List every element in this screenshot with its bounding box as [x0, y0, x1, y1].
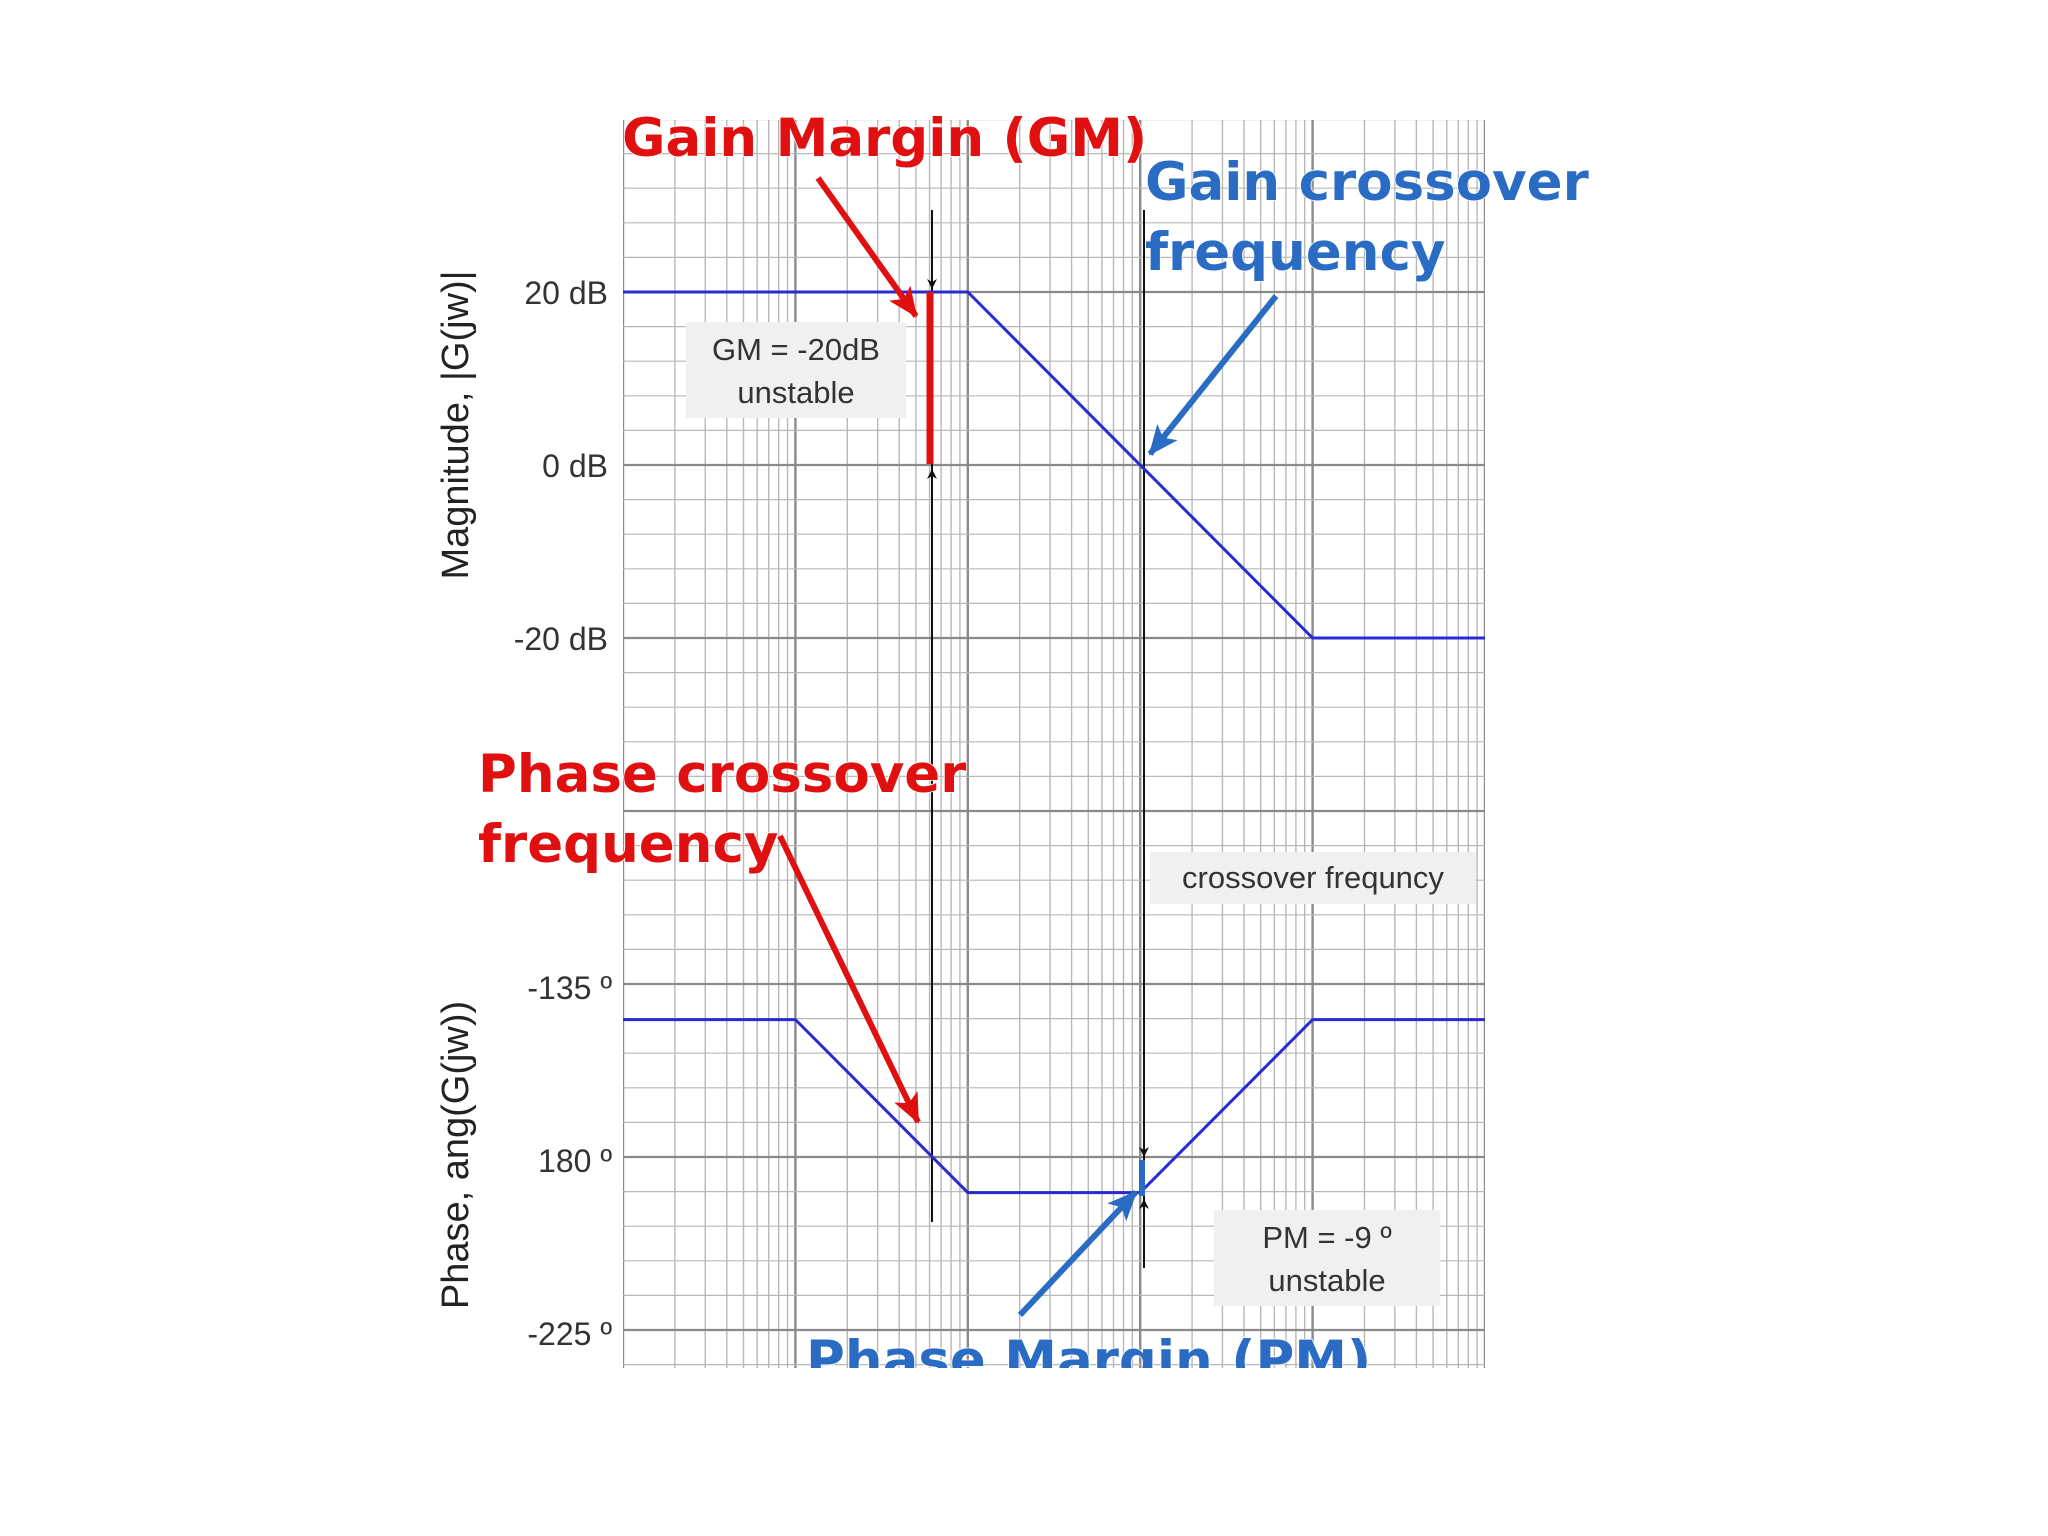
pm-box-line2: unstable	[1268, 1263, 1385, 1298]
magnitude-curve	[623, 290, 1485, 640]
phase-tick-label: -135 º	[527, 970, 612, 1006]
curves	[623, 290, 1485, 1195]
phase-crossover-title-line1: Phase crossover	[478, 744, 966, 805]
phase-margin-title: Phase Margin (PM)	[806, 1330, 1371, 1391]
phase-margin-arrow	[1017, 1189, 1139, 1318]
mag-tick-label: 20 dB	[524, 275, 608, 311]
magnitude-axis-label: Magnitude, |G(jw)|	[435, 270, 477, 579]
phase-tick-label: 180 º	[538, 1143, 612, 1179]
gm-box	[686, 322, 906, 418]
mag-tick-label: -20 dB	[514, 621, 608, 657]
mag-tick-label: 0 dB	[542, 448, 608, 484]
gm-box-line2: unstable	[737, 375, 854, 410]
phase-crossover-title-line2: frequency	[478, 814, 778, 875]
pm-box	[1214, 1210, 1440, 1306]
crossover-box-text: crossover frequncy	[1182, 860, 1444, 895]
phase-crossover-arrow	[777, 834, 921, 1124]
gain-margin-title: Gain Margin (GM)	[622, 108, 1147, 169]
phase-curve	[623, 1018, 1485, 1195]
gain-crossover-arrow	[1147, 294, 1279, 456]
gain-crossover-title-line2: frequency	[1145, 222, 1445, 283]
gm-box-line1: GM = -20dB	[712, 332, 880, 367]
crossover-box	[1150, 852, 1476, 904]
phase-axis-label: Phase, ang(G(jw))	[435, 1001, 477, 1309]
gain-margin-arrow	[815, 176, 919, 318]
pm-box-line1: PM = -9 º	[1262, 1220, 1391, 1255]
phase-tick-label: -225 º	[527, 1316, 612, 1352]
gain-crossover-title-line1: Gain crossover	[1145, 152, 1589, 213]
